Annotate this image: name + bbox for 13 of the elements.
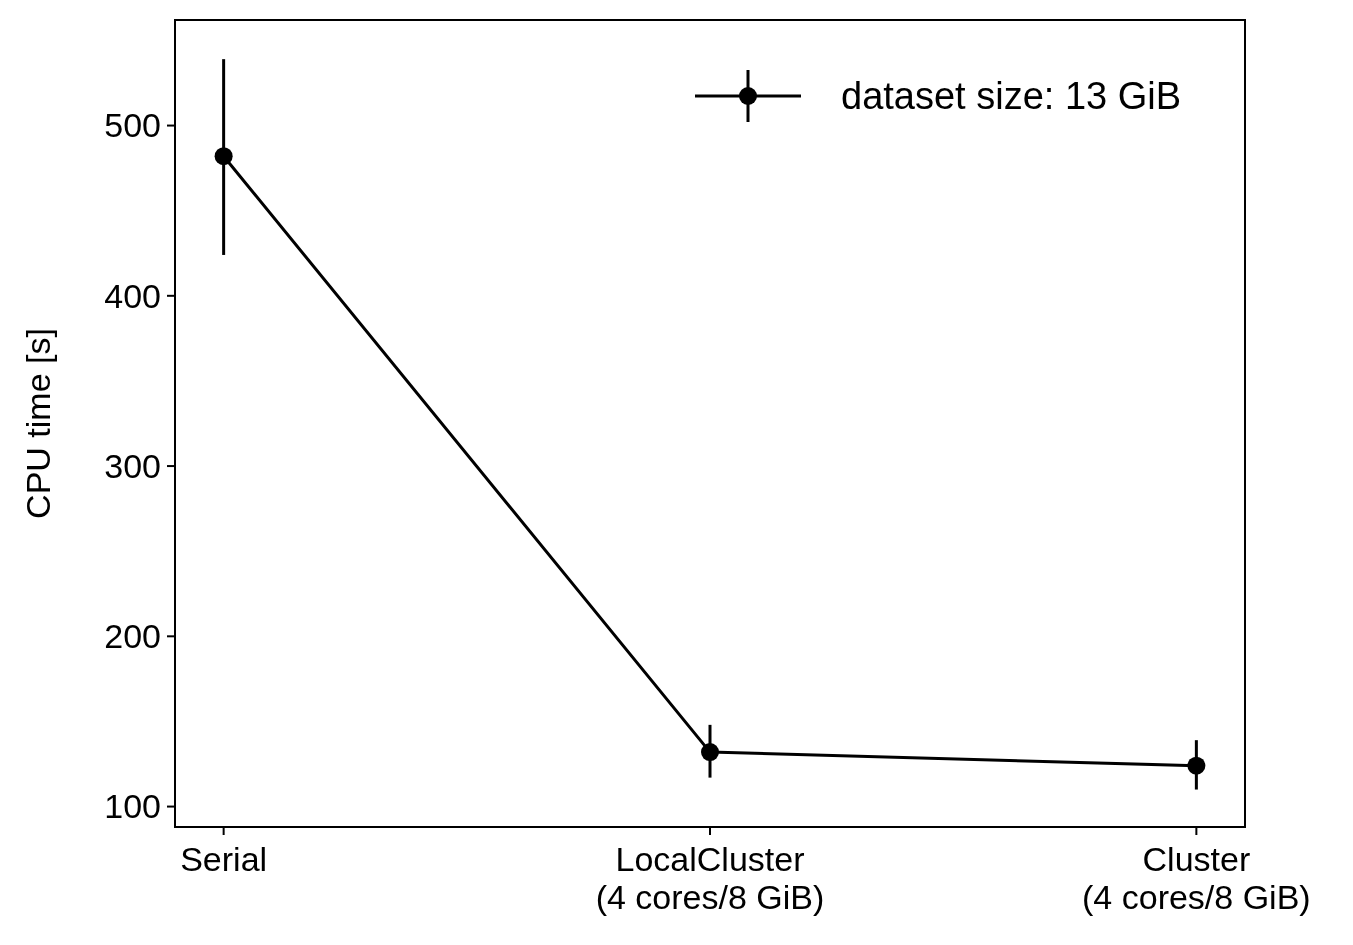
legend-label: dataset size: 13 GiB <box>841 75 1182 118</box>
y-tick-label: 500 <box>104 106 161 145</box>
point <box>214 147 233 166</box>
point <box>701 743 719 762</box>
y-axis-title: CPU time [s] <box>19 328 57 519</box>
y-tick-label: 100 <box>104 787 161 826</box>
x-tick-label: LocalCluster (4 cores/8 GiB) <box>595 840 825 916</box>
x-tick-label: Cluster (4 cores/8 GiB) <box>1082 840 1311 916</box>
x-tick-label: Serial <box>180 840 268 878</box>
point <box>1187 756 1206 775</box>
y-tick-label: 300 <box>104 446 161 485</box>
y-tick-label: 400 <box>104 276 161 315</box>
y-tick-label: 200 <box>104 617 161 656</box>
